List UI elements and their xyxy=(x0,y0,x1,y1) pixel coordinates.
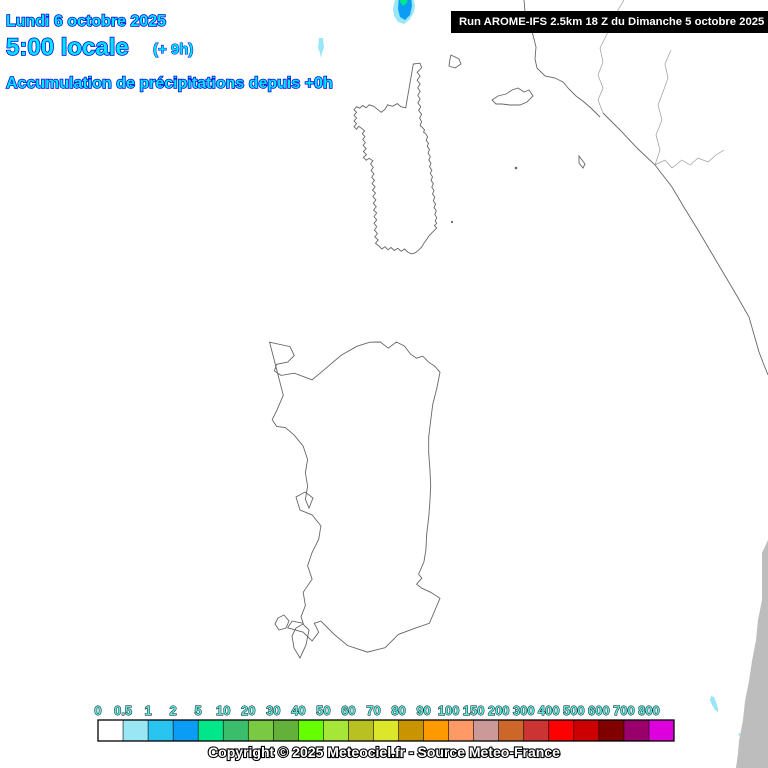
svg-text:100: 100 xyxy=(438,703,460,718)
svg-text:10: 10 xyxy=(216,703,230,718)
svg-text:30: 30 xyxy=(266,703,280,718)
svg-text:5: 5 xyxy=(195,703,202,718)
svg-text:150: 150 xyxy=(463,703,485,718)
svg-text:50: 50 xyxy=(316,703,330,718)
svg-text:70: 70 xyxy=(366,703,380,718)
svg-text:0.5: 0.5 xyxy=(114,703,132,718)
svg-text:90: 90 xyxy=(416,703,430,718)
svg-text:1: 1 xyxy=(144,703,151,718)
svg-text:40: 40 xyxy=(291,703,305,718)
svg-text:500: 500 xyxy=(563,703,585,718)
svg-text:700: 700 xyxy=(613,703,635,718)
svg-text:80: 80 xyxy=(391,703,405,718)
svg-text:800: 800 xyxy=(638,703,660,718)
svg-text:0: 0 xyxy=(94,703,101,718)
svg-text:20: 20 xyxy=(241,703,255,718)
svg-text:600: 600 xyxy=(588,703,610,718)
svg-text:60: 60 xyxy=(341,703,355,718)
svg-text:400: 400 xyxy=(538,703,560,718)
svg-text:200: 200 xyxy=(488,703,510,718)
svg-text:2: 2 xyxy=(170,703,177,718)
svg-text:300: 300 xyxy=(513,703,535,718)
